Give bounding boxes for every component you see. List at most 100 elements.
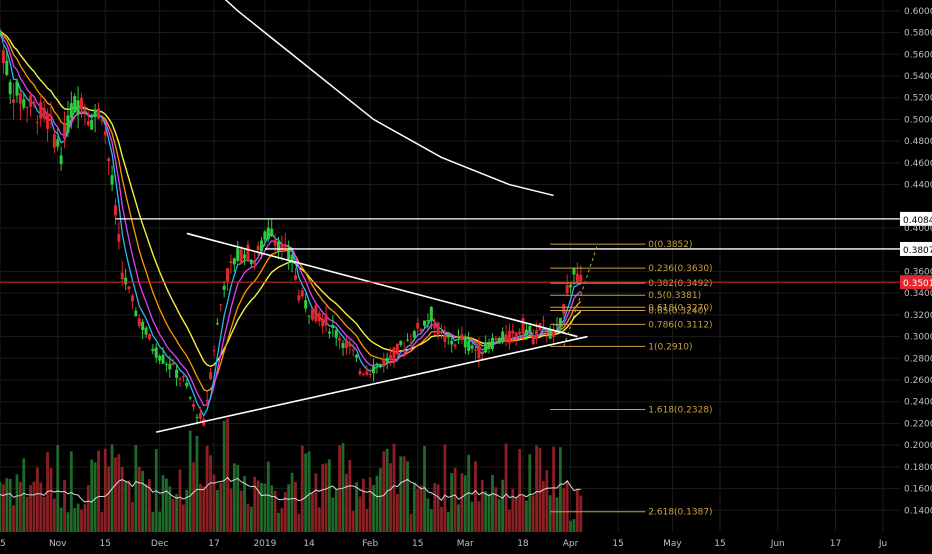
candle-body xyxy=(385,357,389,363)
volume-bar xyxy=(127,480,131,532)
candle-body xyxy=(341,343,345,348)
volume-bar xyxy=(433,483,437,532)
volume-bar xyxy=(137,466,141,532)
volume-bar xyxy=(450,472,454,532)
volume-bar xyxy=(351,510,355,532)
candle-body xyxy=(263,231,267,240)
x-tick-label: Dec xyxy=(151,539,168,549)
candle-body xyxy=(103,131,107,136)
volume-bar xyxy=(487,493,491,532)
volume-bar xyxy=(548,495,552,532)
candle-body xyxy=(124,277,128,285)
volume-bar xyxy=(412,483,416,532)
candle-body xyxy=(93,109,97,118)
volume-bar xyxy=(219,482,223,532)
candle-body xyxy=(334,330,338,339)
candle-body xyxy=(29,95,33,107)
candle-body xyxy=(528,326,532,331)
candle-body xyxy=(141,321,145,331)
candle-body xyxy=(501,331,505,343)
candle-body xyxy=(280,244,284,252)
candle-body xyxy=(331,325,335,329)
volume-bar xyxy=(46,452,49,532)
candle-body xyxy=(212,350,216,352)
candle-body xyxy=(32,101,36,105)
volume-bar xyxy=(535,445,539,532)
volume-bar xyxy=(307,451,311,532)
volume-bar xyxy=(32,481,36,532)
volume-bar xyxy=(175,494,179,532)
volume-bar xyxy=(158,511,162,532)
candle-body xyxy=(188,397,192,399)
candle-body xyxy=(511,330,515,334)
volume-bar xyxy=(463,475,467,532)
volume-bar xyxy=(395,493,399,532)
fib-level-label: 1.618(0.2328) xyxy=(648,406,712,416)
candle-body xyxy=(304,300,308,309)
candle-body xyxy=(49,115,53,117)
candle-body xyxy=(565,285,569,294)
volume-bar xyxy=(514,497,518,532)
candle-body xyxy=(256,245,260,250)
volume-bar xyxy=(277,512,280,532)
candle-body xyxy=(467,340,471,352)
candle-body xyxy=(8,82,12,95)
candle-body xyxy=(42,107,46,119)
candle-body xyxy=(110,175,114,185)
candle-body xyxy=(399,341,403,345)
volume-bar xyxy=(321,464,325,532)
candle-body xyxy=(433,323,437,329)
volume-bar xyxy=(470,501,474,532)
candle-body xyxy=(545,333,549,335)
volume-bar xyxy=(467,454,471,532)
volume-bar xyxy=(501,479,505,532)
volume-bar xyxy=(569,520,572,532)
volume-bar xyxy=(100,511,104,532)
volume-bar xyxy=(124,482,128,532)
candle-body xyxy=(171,362,175,365)
candle-body xyxy=(453,344,457,347)
candle-body xyxy=(535,329,539,340)
volume-bar xyxy=(56,445,60,532)
candle-body xyxy=(205,399,209,401)
volume-bar xyxy=(97,450,100,532)
volume-bar xyxy=(453,467,457,532)
volume-bar xyxy=(107,466,111,532)
volume-bar xyxy=(572,519,576,532)
candle-body xyxy=(276,242,280,252)
volume-bar xyxy=(117,454,121,532)
volume-bar xyxy=(239,490,243,532)
volume-bar xyxy=(368,477,372,532)
volume-bar xyxy=(429,509,433,532)
volume-bar xyxy=(324,463,328,532)
volume-bar xyxy=(134,444,138,532)
volume-bar xyxy=(205,445,209,532)
candle-body xyxy=(297,295,301,301)
candle-body xyxy=(324,314,328,326)
volume-bar xyxy=(215,489,219,532)
candle-body xyxy=(66,115,70,133)
candle-body xyxy=(477,344,481,359)
fib-level-label: 0.382(0.3492) xyxy=(648,279,712,289)
candle-body xyxy=(389,355,393,360)
candle-body xyxy=(147,334,151,340)
volume-bar xyxy=(361,478,365,532)
candle-body xyxy=(59,155,63,165)
candle-body xyxy=(178,378,182,380)
fib-level-label: 0.786(0.3112) xyxy=(648,320,712,330)
candle-body xyxy=(555,324,559,326)
volume-bar xyxy=(575,490,579,532)
volume-bar xyxy=(355,482,359,532)
volume-bar xyxy=(42,496,46,532)
volume-bar xyxy=(558,447,562,532)
volume-bar xyxy=(406,461,409,532)
volume-bar xyxy=(76,503,80,532)
candle-body xyxy=(484,342,488,353)
candle-body xyxy=(365,371,369,375)
candle-body xyxy=(361,373,365,375)
